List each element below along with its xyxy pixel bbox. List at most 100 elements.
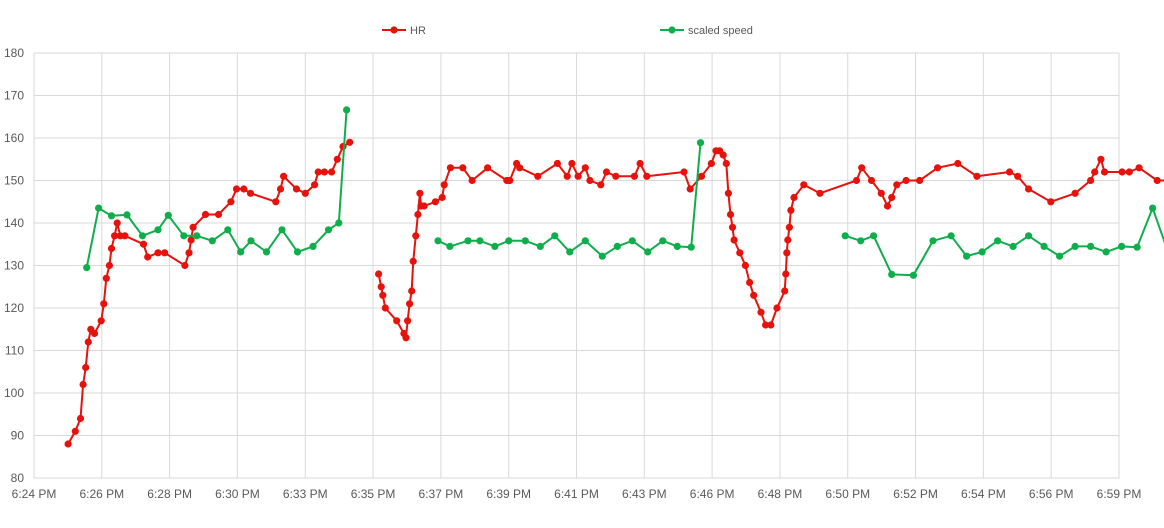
scaled-speed-data-point [164, 211, 172, 219]
scaled-speed-data-point [644, 248, 652, 256]
hr-data-point [506, 176, 514, 185]
legend-item-hr: HR [382, 25, 426, 37]
hr-data-point [107, 244, 116, 253]
x-tick-label: 6:54 PM [961, 487, 1006, 501]
scaled-speed-data-point [673, 242, 681, 250]
hr-data-point [1153, 176, 1161, 185]
scaled-speed-data-point [476, 237, 484, 245]
x-tick-label: 6:41 PM [554, 487, 599, 501]
hr-data-point [787, 206, 795, 214]
hr-data-point [697, 172, 706, 180]
hr-data-point [379, 291, 387, 299]
hr-data-point [409, 257, 417, 265]
hr-data-point [76, 414, 85, 423]
scaled-speed-data-point [208, 237, 216, 245]
scaled-speed-data-point [598, 252, 606, 260]
scaled-speed-data-point [324, 226, 333, 234]
x-tick-label: 6:46 PM [690, 487, 735, 501]
scaled-speed-data-point [994, 237, 1002, 245]
hr-data-point [707, 159, 716, 168]
hr-data-point [227, 198, 235, 206]
hr-data-point [1125, 168, 1133, 176]
hr-data-point [597, 181, 605, 189]
hr-data-point [412, 232, 420, 240]
scaled-speed-data-point [1056, 252, 1064, 260]
x-tick-label: 6:50 PM [825, 487, 870, 501]
y-tick-label: 170 [4, 89, 24, 103]
hr-data-point [581, 164, 589, 172]
y-tick-label: 180 [4, 46, 24, 60]
hr-data-point [1118, 168, 1126, 176]
scaled-speed-data-point [262, 248, 271, 256]
hr-data-point [320, 168, 328, 176]
scaled-speed-data-point [278, 226, 286, 234]
hr-data-point [105, 261, 113, 270]
hr-data-point [784, 236, 792, 244]
hr-data-point [377, 283, 385, 291]
x-tick-label: 6:28 PM [147, 487, 192, 501]
hr-data-point [64, 440, 72, 448]
scaled-speed-data-point [628, 237, 636, 245]
hr-data-point [214, 210, 223, 219]
hr-data-point [883, 202, 892, 210]
hr-data-point [381, 304, 389, 312]
legend-label: scaled speed [688, 25, 753, 37]
hr-data-point [431, 198, 439, 206]
hr-data-point [301, 189, 309, 197]
scaled-speed-data-point [154, 226, 162, 234]
x-tick-label: 6:48 PM [758, 487, 803, 501]
hr-data-point [686, 185, 694, 193]
scaled-speed-data-point [1149, 204, 1157, 212]
hr-data-point [375, 270, 383, 278]
scaled-speed-data-point [335, 219, 343, 227]
scaled-speed-data-point [224, 226, 232, 234]
hr-data-point [574, 172, 582, 180]
hr-data-point [328, 168, 336, 176]
hr-data-point [1087, 176, 1095, 185]
hr-data-point [408, 287, 416, 295]
scaled-speed-series-line [85, 108, 348, 269]
hr-data-point [446, 164, 454, 172]
scaled-speed-data-point [434, 237, 442, 245]
hr-data-point [468, 176, 476, 185]
hr-data-point [280, 172, 288, 180]
hr-data-point [782, 270, 790, 278]
hr-data-point [185, 249, 193, 257]
scaled-speed-data-point [521, 237, 529, 245]
hr-data-point [888, 193, 896, 202]
scaled-speed-data-point [343, 106, 351, 114]
scaled-speed-data-point [491, 242, 499, 250]
legend: HR scaled speed [382, 25, 753, 37]
y-tick-label: 90 [11, 429, 25, 443]
scaled-speed-data-point [947, 232, 955, 240]
hr-data-point [790, 193, 798, 202]
scaled-speed-data-point [978, 248, 986, 256]
hr-data-point [553, 159, 562, 168]
hr-data-point [877, 189, 885, 197]
scaled-speed-data-point [1133, 243, 1141, 251]
scaled-speed-data-point [687, 243, 695, 251]
y-tick-label: 150 [4, 174, 24, 188]
hr-data-point [82, 363, 90, 372]
x-tick-label: 6:43 PM [622, 487, 667, 501]
hr-data-point [781, 287, 789, 295]
hr-data-point [612, 172, 620, 180]
y-tick-label: 140 [4, 216, 24, 230]
scaled-speed-data-point [581, 237, 589, 245]
scaled-speed-data-point [551, 232, 559, 240]
scaled-speed-data-point [929, 237, 937, 245]
hr-data-point [934, 164, 942, 172]
hr-data-point [680, 168, 688, 176]
hr-data-point [102, 274, 110, 282]
hr-data-point [292, 185, 301, 193]
hr-data-point [440, 181, 448, 189]
hr-data-point [90, 329, 99, 338]
scaled-speed-data-point [1025, 232, 1033, 240]
hr-data-point [346, 138, 354, 146]
scaled-speed-data-point [446, 242, 454, 250]
scaled-speed-data-point [83, 264, 91, 272]
hr-data-point [420, 202, 428, 210]
hr-data-point [762, 321, 770, 329]
hr-data-point [726, 210, 735, 219]
